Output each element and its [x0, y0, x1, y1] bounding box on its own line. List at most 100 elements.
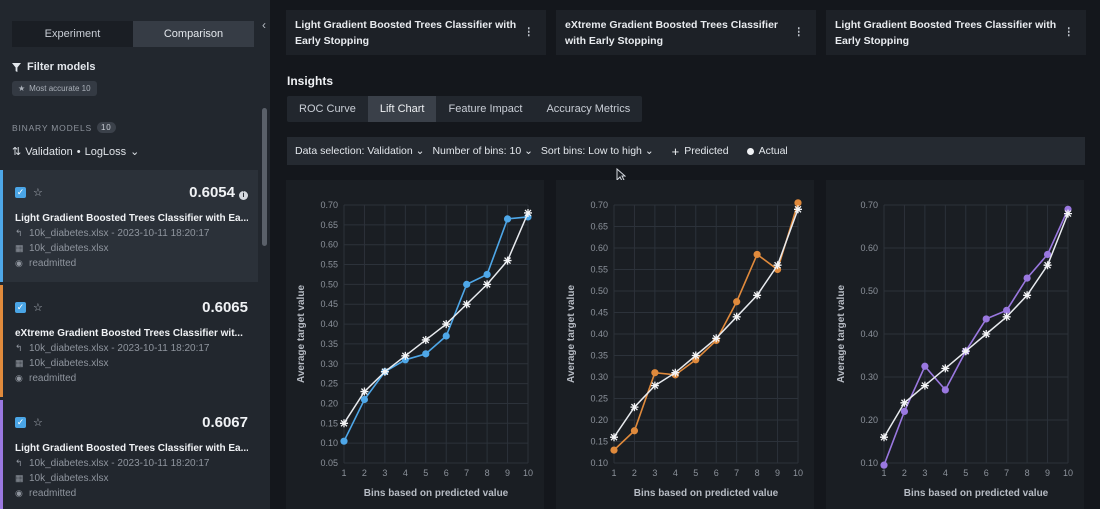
y-tick-label: 0.55 — [320, 260, 338, 270]
predicted-point[interactable] — [503, 256, 512, 265]
predicted-point[interactable] — [712, 334, 721, 343]
star-icon[interactable]: ☆ — [33, 186, 43, 199]
collapse-sidebar-icon[interactable]: ‹ — [262, 18, 266, 32]
tab-comparison[interactable]: Comparison — [133, 21, 254, 47]
predicted-point[interactable] — [1023, 291, 1032, 300]
predicted-point[interactable] — [732, 312, 741, 321]
actual-point[interactable] — [442, 332, 450, 340]
predicted-point[interactable] — [920, 381, 929, 390]
sidebar-scrollbar[interactable] — [262, 108, 267, 246]
model-sidebar: Experiment Comparison ‹ Filter models ★ … — [0, 0, 270, 509]
model-card[interactable]: ✓ ☆ 0.6065 eXtreme Gradient Boosted Tree… — [0, 285, 258, 397]
checkbox-checked[interactable]: ✓ — [15, 186, 26, 198]
actual-point[interactable] — [1003, 306, 1011, 314]
actual-point[interactable] — [1023, 274, 1031, 282]
tab-feature-impact[interactable]: Feature Impact — [448, 103, 523, 115]
filter-chip[interactable]: ★ Most accurate 10 — [12, 81, 97, 96]
actual-point[interactable] — [360, 395, 369, 404]
x-tick-label: 4 — [943, 468, 948, 478]
predicted-point[interactable] — [483, 280, 492, 289]
checkbox-checked[interactable]: ✓ — [15, 416, 26, 428]
actual-point[interactable] — [463, 280, 471, 288]
predicted-point[interactable] — [421, 335, 430, 344]
lift-chart-2[interactable]: 0.10 0.15 0.20 0.25 0.30 0.35 0.40 0.45 0.50 0.55… — [556, 180, 814, 509]
checkbox-checked[interactable]: ✓ — [15, 301, 26, 313]
x-tick-label: 9 — [775, 468, 780, 478]
y-axis-label: Average target value — [296, 285, 307, 383]
actual-point[interactable] — [921, 362, 929, 370]
predicted-point[interactable] — [380, 367, 389, 376]
model-card[interactable]: ✓ ☆ 0.6067 Light Gradient Boosted Trees … — [0, 400, 258, 509]
actual-point[interactable] — [880, 461, 888, 469]
predicted-point[interactable] — [691, 351, 700, 360]
predicted-point[interactable] — [1064, 209, 1072, 218]
predicted-point[interactable] — [1002, 312, 1011, 321]
predicted-point[interactable] — [1043, 261, 1052, 270]
filter-models-button[interactable]: Filter models — [12, 61, 95, 73]
predicted-point[interactable] — [900, 398, 909, 407]
actual-point[interactable] — [651, 369, 659, 377]
actual-point[interactable] — [941, 386, 949, 394]
predicted-point[interactable] — [961, 347, 970, 356]
x-tick-label: 5 — [693, 468, 698, 478]
info-icon[interactable]: i — [239, 190, 248, 200]
y-tick-label: 0.65 — [590, 222, 608, 232]
y-axis-label: Average target value — [566, 285, 577, 383]
predicted-point[interactable] — [794, 205, 802, 214]
predicted-point[interactable] — [401, 351, 410, 360]
section-heading: BINARY MODELS 10 — [12, 122, 116, 133]
star-icon[interactable]: ☆ — [33, 416, 43, 429]
actual-point[interactable] — [610, 446, 618, 454]
predicted-point[interactable] — [340, 419, 348, 428]
predicted-point[interactable] — [650, 381, 659, 390]
actual-point[interactable] — [422, 350, 430, 358]
actual-point[interactable] — [630, 427, 639, 435]
lift-chart-svg: 0.10 0.15 0.20 0.25 0.30 0.35 0.40 0.45 0.50 0.55… — [566, 199, 803, 499]
bins-dropdown[interactable]: Number of bins: 10 ⌄ — [432, 145, 532, 157]
lift-chart-3[interactable]: 0.10 0.20 0.30 0.40 0.50 0.60 0.70 1 2 3 4 5 6 7 8 9 10 B… — [826, 180, 1084, 509]
predicted-point[interactable] — [524, 208, 532, 217]
sort-dropdown[interactable]: ⇅ Validation • LogLoss ⌄ — [12, 145, 139, 159]
lift-chart-1[interactable]: 0.05 0.10 0.15 0.20 0.25 0.30 0.35 0.40 0.45 0.50… — [286, 180, 544, 509]
sort-bins-dropdown[interactable]: Sort bins: Low to high ⌄ — [541, 145, 654, 157]
x-tick-label: 4 — [403, 468, 408, 478]
actual-point[interactable] — [982, 315, 990, 323]
model-name: eXtreme Gradient Boosted Trees Classifie… — [15, 328, 243, 339]
y-tick-label: 0.70 — [590, 200, 608, 210]
kebab-menu-icon[interactable]: ⋮ — [1063, 26, 1075, 38]
star-icon[interactable]: ☆ — [33, 301, 43, 314]
y-tick-label: 0.25 — [320, 379, 338, 389]
model-dataset: 10k_diabetes.xlsx — [29, 358, 109, 369]
actual-point[interactable] — [900, 407, 909, 415]
actual-point[interactable] — [503, 215, 512, 223]
tab-experiment[interactable]: Experiment — [12, 21, 133, 47]
predicted-point[interactable] — [753, 291, 762, 300]
data-selection-dropdown[interactable]: Data selection: Validation ⌄ — [295, 145, 424, 157]
predicted-point[interactable] — [630, 403, 639, 412]
tab-roc-curve[interactable]: ROC Curve — [299, 103, 356, 115]
predicted-point[interactable] — [941, 364, 950, 373]
actual-point[interactable] — [733, 298, 741, 306]
actual-point[interactable] — [794, 199, 802, 207]
actual-point[interactable] — [753, 250, 761, 259]
tab-accuracy-metrics[interactable]: Accuracy Metrics — [546, 103, 631, 115]
predicted-point[interactable] — [880, 433, 888, 442]
kebab-menu-icon[interactable]: ⋮ — [793, 26, 805, 38]
model-card[interactable]: ✓ ☆ 0.6054 i Light Gradient Boosted Trees… — [0, 170, 258, 282]
actual-point[interactable] — [1043, 250, 1052, 259]
predicted-point[interactable] — [442, 320, 451, 329]
kebab-menu-icon[interactable]: ⋮ — [523, 26, 535, 38]
actual-point[interactable] — [340, 437, 348, 445]
tab-lift-chart[interactable]: Lift Chart — [367, 96, 437, 122]
y-tick-label: 0.10 — [590, 458, 608, 468]
predicted-point[interactable] — [610, 433, 618, 442]
y-tick-label: 0.40 — [590, 329, 608, 339]
predicted-point[interactable] — [671, 368, 680, 377]
x-tick-label: 8 — [755, 468, 760, 478]
actual-point[interactable] — [483, 270, 491, 279]
predicted-point[interactable] — [462, 300, 471, 309]
predicted-point[interactable] — [773, 261, 782, 270]
predicted-point[interactable] — [982, 330, 991, 338]
predicted-point[interactable] — [360, 387, 369, 396]
model-source: 10k_diabetes.xlsx - 2023-10-11 18:20:17 — [29, 343, 210, 354]
